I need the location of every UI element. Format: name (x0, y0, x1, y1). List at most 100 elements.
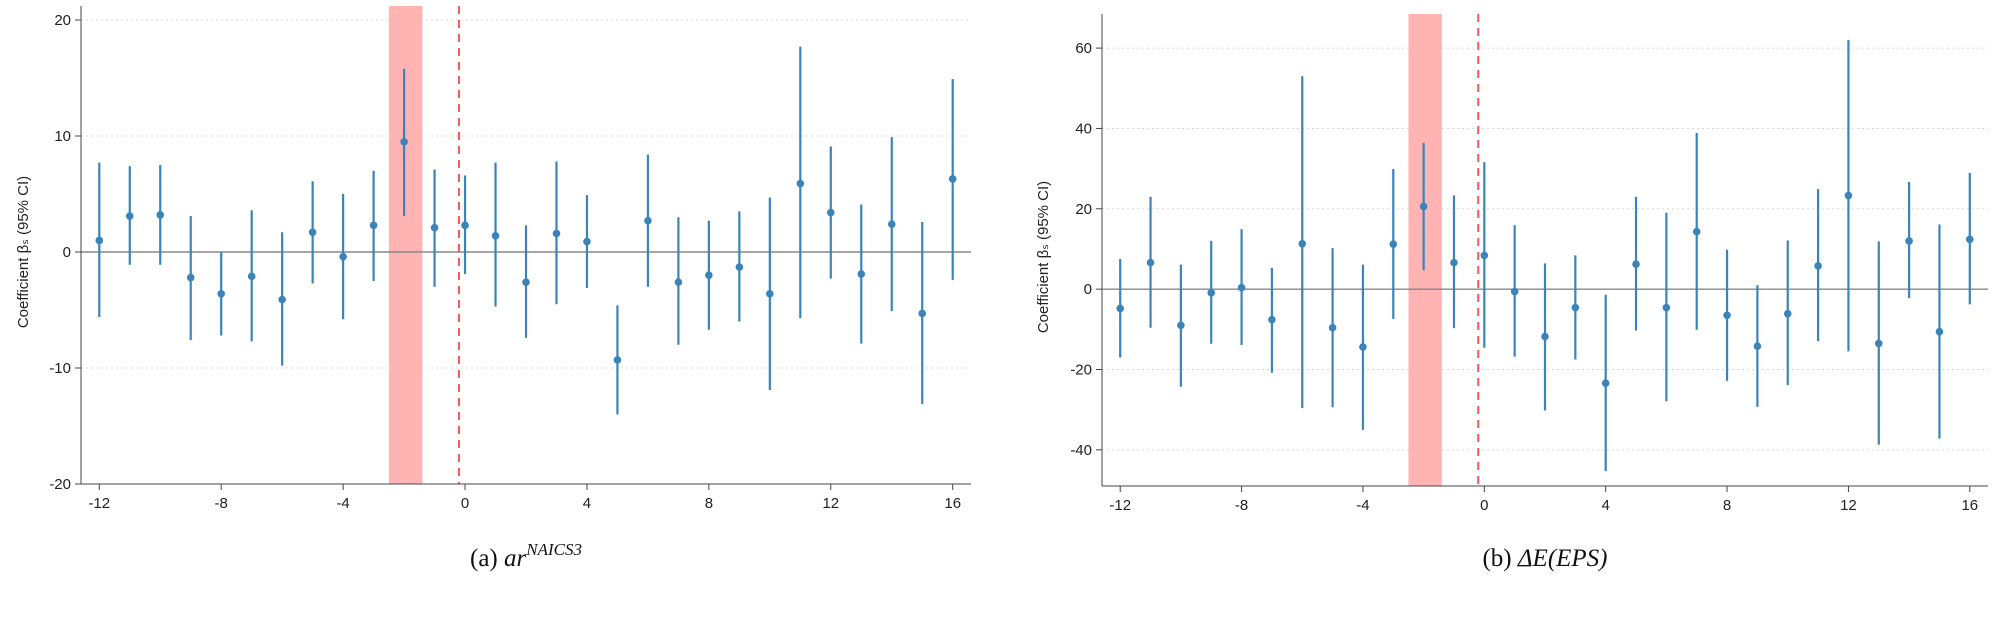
point-estimate (766, 289, 774, 298)
x-tick-label: 0 (461, 495, 469, 512)
point-estimate (1601, 379, 1610, 387)
point-estimate (1571, 303, 1580, 312)
point-estimate (1662, 303, 1671, 312)
point-estimate (278, 295, 286, 304)
point-estimate (430, 223, 439, 232)
point-estimate (1510, 287, 1519, 296)
x-tick-label: 8 (1723, 497, 1731, 514)
point-estimate (1177, 321, 1185, 330)
point-estimate (308, 228, 317, 237)
point-estimate (491, 231, 500, 240)
shaded-region (1408, 14, 1442, 486)
point-estimate (1298, 239, 1307, 248)
point-estimate (247, 272, 256, 281)
panel-caption: (a) arNAICS3 (470, 540, 582, 572)
point-estimate (400, 138, 408, 146)
x-tick-label: 4 (1602, 497, 1610, 514)
point-estimate (186, 273, 195, 282)
point-estimate (613, 356, 622, 364)
y-tick-label: -10 (49, 360, 71, 377)
point-estimate (1389, 240, 1398, 248)
caption-math: ar (504, 545, 527, 572)
point-estimate (1146, 258, 1155, 267)
panel-caption: (b) ΔE(EPS) (1482, 545, 1607, 572)
point-estimate (583, 237, 591, 246)
point-estimate (644, 216, 652, 225)
point-estimate (735, 263, 744, 271)
y-tick-label: -20 (49, 476, 71, 493)
x-tick-label: 4 (583, 495, 591, 512)
y-axis-label: Coefficient βₛ (95% CI) (1035, 181, 1052, 333)
x-tick-label: 16 (944, 495, 961, 512)
point-estimate (1814, 262, 1822, 270)
point-estimate (1237, 283, 1246, 292)
x-tick-label: 16 (1961, 497, 1978, 514)
point-estimate (156, 211, 165, 219)
chart-panel-a: -20 -10 0 10 20 -12 -8 -4 0 4 8 12 16 Coefficient βₛ … (15, 6, 971, 572)
point-estimate (1965, 235, 1974, 244)
point-estimate (217, 289, 226, 298)
y-tick-label: 0 (63, 244, 71, 261)
x-tick-label: 12 (822, 495, 839, 512)
point-estimate (1268, 315, 1276, 324)
point-estimate (1450, 258, 1458, 267)
point-estimate (705, 271, 713, 280)
point-estimate (887, 220, 896, 228)
point-estimate (522, 278, 530, 286)
point-estimate (1844, 191, 1853, 200)
point-estimate (1116, 304, 1125, 313)
y-tick-label: -20 (1070, 361, 1092, 378)
y-tick-label: 40 (1075, 120, 1092, 137)
point-estimate (1905, 237, 1913, 245)
point-estimate (1359, 343, 1367, 351)
caption-superscript: NAICS3 (525, 540, 582, 559)
x-tick-label: 0 (1480, 497, 1488, 514)
point-estimate (552, 229, 561, 238)
point-estimate (95, 236, 104, 245)
y-tick-label: 60 (1075, 40, 1092, 57)
x-tick-label: -8 (1235, 497, 1248, 514)
point-estimate (1419, 202, 1428, 211)
point-estimate (1783, 309, 1792, 318)
x-tick-label: -8 (215, 495, 228, 512)
y-tick-label: 20 (1075, 201, 1092, 218)
point-estimate (369, 221, 378, 230)
point-estimate (857, 270, 866, 278)
x-tick-label: -12 (1109, 497, 1131, 514)
y-tick-label: 20 (54, 12, 71, 29)
point-estimate (1541, 332, 1549, 341)
point-estimate (1723, 311, 1731, 320)
point-estimate (1480, 251, 1489, 260)
point-estimate (796, 179, 805, 188)
point-estimate (1753, 342, 1762, 350)
point-estimate (1328, 323, 1337, 332)
y-tick-label: 0 (1084, 281, 1092, 298)
x-tick-label: -4 (336, 495, 349, 512)
y-axis-label: Coefficient βₛ (95% CI) (15, 176, 32, 328)
point-estimate (1692, 227, 1701, 236)
point-estimate (826, 208, 835, 217)
y-tick-label: 10 (54, 128, 71, 145)
caption-label: (b) (1482, 545, 1517, 572)
y-tick-label: -40 (1070, 442, 1092, 459)
point-estimate (125, 212, 134, 220)
point-estimate (461, 221, 469, 230)
caption-math: ΔE(EPS) (1517, 545, 1608, 572)
point-estimate (1874, 339, 1883, 348)
point-estimate (1207, 288, 1216, 297)
point-estimate (1935, 327, 1944, 336)
point-estimate (339, 252, 347, 261)
point-estimate (918, 309, 927, 318)
x-tick-label: -4 (1356, 497, 1369, 514)
point-estimate (1632, 260, 1640, 269)
x-tick-label: 12 (1840, 497, 1857, 514)
caption-label: (a) (470, 545, 504, 572)
x-tick-label: -12 (88, 495, 110, 512)
point-estimate (948, 175, 957, 183)
shaded-region (388, 6, 423, 484)
x-tick-label: 8 (705, 495, 713, 512)
point-estimate (674, 278, 683, 286)
